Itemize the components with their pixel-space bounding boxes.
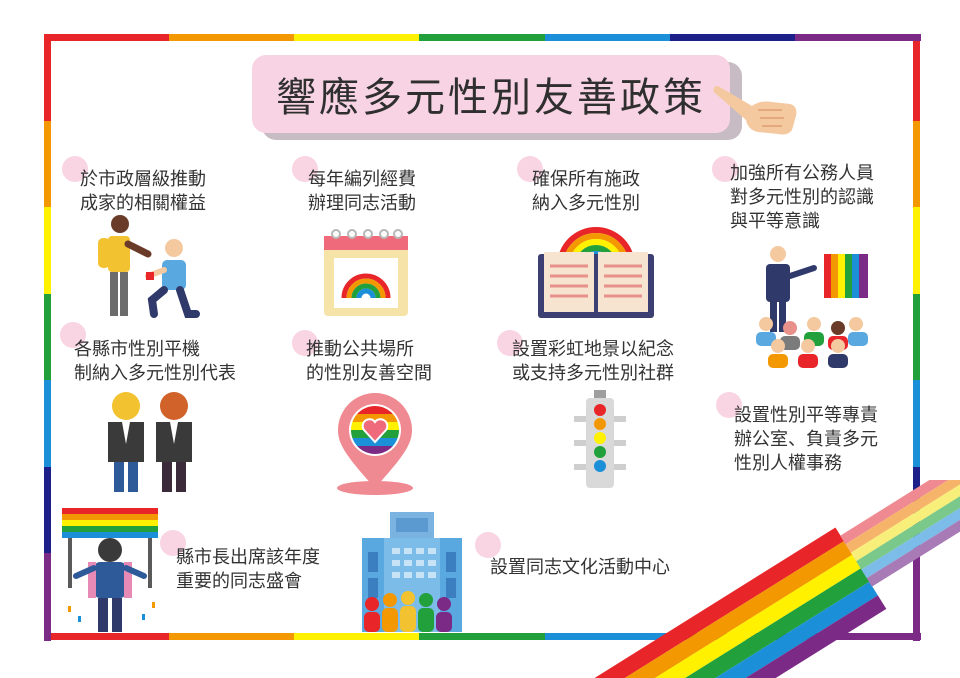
page-title: 響應多元性別友善政策 [276,75,706,121]
policy-item-8: 設置性別平等專責 辦公室、負責多元 性別人權事務 [734,404,878,476]
two-people-icon [108,392,192,492]
frame-bottom-segment [294,633,421,640]
policy-item-10: 設置同志文化活動中心 [490,556,670,580]
bullet-dot [160,530,186,556]
item-line: 各縣市性別平機 [74,339,200,360]
frame-top-segment [669,34,796,41]
bullet-dot [292,330,318,356]
policy-item-9: 縣市長出席該年度 重要的同志盛會 [176,546,320,594]
frame-left-segment [44,553,51,641]
item-line: 設置彩虹地景以紀念 [512,339,674,360]
training-class-icon [756,246,868,368]
policy-item-5: 各縣市性別平機 制納入多元性別代表 [74,338,236,386]
frame-right-segment [913,553,920,641]
item-line: 加強所有公務人員 [730,163,874,184]
item-line: 於市政層級推動 [80,169,206,190]
frame-right-segment [913,207,920,295]
frame-bottom-segment [544,633,671,640]
item-line: 對多元性別的認識 [730,187,874,208]
frame-left-segment [44,34,51,122]
rainbow-book-icon [538,227,654,318]
policy-item-3: 確保所有施政 納入多元性別 [532,168,640,216]
frame-left-segment [44,207,51,295]
policy-item-2: 每年編列經費 辦理同志活動 [308,168,416,216]
frame-right-segment [913,293,920,382]
item-line: 制納入多元性別代表 [74,363,236,384]
policy-item-6: 推動公共場所 的性別友善空間 [306,338,432,386]
item-line: 重要的同志盛會 [176,571,302,592]
policy-item-1: 於市政層級推動 成家的相關權益 [80,168,206,216]
frame-top-segment [419,34,546,41]
frame-right-segment [913,34,920,122]
frame-bottom-segment [794,633,921,640]
pointing-hand-icon [713,86,797,135]
parade-person-icon [62,508,158,632]
bullet-dot [475,532,501,558]
frame-bottom-segment [169,633,296,640]
frame-top-segment [169,34,296,41]
bullet-dot [517,156,543,182]
frame-left-segment [44,120,51,209]
proposal-icon [98,215,200,318]
frame-top-segment [544,34,671,41]
item-line: 辦公室、負責多元 [734,429,878,450]
item-line: 設置性別平等專責 [734,405,878,426]
frame-top-segment [294,34,421,41]
bullet-dot [716,392,742,418]
calendar-rainbow-icon [324,229,408,316]
item-line: 與平等意識 [730,211,820,232]
frame-bottom-segment [419,633,546,640]
frame-right-segment [913,380,920,468]
policy-item-4: 加強所有公務人員 對多元性別的認識 與平等意識 [730,162,874,234]
item-line: 縣市長出席該年度 [176,547,320,568]
frame-right-segment [913,120,920,209]
policy-item-7: 設置彩虹地景以紀念 或支持多元性別社群 [512,338,674,386]
bullet-dot [497,330,523,356]
item-line: 納入多元性別 [532,193,640,214]
rainbow-map-pin-icon [337,393,413,495]
title-banner: 響應多元性別友善政策 [252,55,730,133]
frame-top-segment [794,34,921,41]
item-line: 的性別友善空間 [306,363,432,384]
frame-left-segment [44,466,51,555]
item-line: 確保所有施政 [532,169,640,190]
bullet-dot [60,322,86,348]
frame-left-segment [44,293,51,382]
item-line: 性別人權事務 [734,453,842,474]
frame-bottom-segment [44,633,171,640]
item-line: 或支持多元性別社群 [512,363,674,384]
item-line: 每年編列經費 [308,169,416,190]
rainbow-traffic-light-icon [574,390,626,488]
item-line: 成家的相關權益 [80,193,206,214]
frame-left-segment [44,380,51,468]
community-building-icon [362,512,462,632]
frame-top-segment [44,34,171,41]
item-line: 推動公共場所 [306,339,414,360]
bullet-dot [712,156,738,182]
rainbow-ribbon [560,480,960,678]
item-line: 設置同志文化活動中心 [490,557,670,578]
bullet-dot [62,156,88,182]
item-line: 辦理同志活動 [308,193,416,214]
bullet-dot [292,156,318,182]
